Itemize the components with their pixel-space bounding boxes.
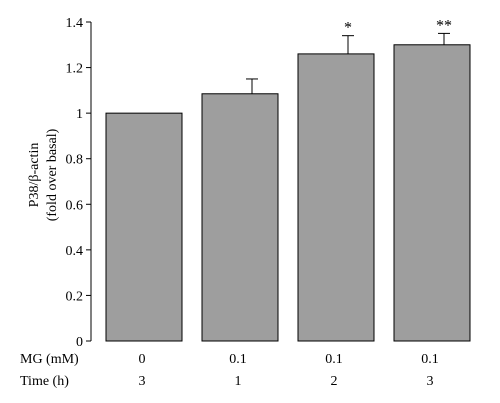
- condition-value-2-3: 2: [331, 374, 338, 389]
- condition-rows: MG (mM) 0 0.1 0.1 0.1 Time (h) 3 1 2 3: [20, 352, 439, 389]
- significance-marker-3: *: [344, 20, 352, 37]
- significance-markers: * **: [344, 17, 452, 36]
- condition-value-1-2: 0.1: [229, 352, 247, 367]
- y-tick-label-7: 1.4: [66, 16, 84, 31]
- condition-value-1-1: 0: [139, 352, 146, 367]
- bar-2: [201, 93, 279, 342]
- bar-3: [297, 53, 375, 342]
- y-tick-label-4: 0.8: [66, 153, 84, 168]
- condition-value-1-3: 0.1: [325, 352, 343, 367]
- y-tick-label-6: 1.2: [66, 62, 84, 77]
- y-tick-label-2: 0.4: [66, 244, 84, 259]
- y-axis: 0 0.2 0.4 0.6 0.8 1 1.2 1.4: [66, 16, 92, 350]
- condition-row-label-1: MG (mM): [20, 352, 79, 367]
- significance-marker-4: **: [436, 17, 452, 34]
- y-axis-title-line1: P38/β-actin: [27, 143, 42, 208]
- condition-value-1-4: 0.1: [421, 352, 439, 367]
- bar-4: [393, 44, 471, 342]
- bars-group: [105, 44, 471, 342]
- condition-value-2-2: 1: [235, 374, 242, 389]
- condition-value-2-4: 3: [427, 374, 434, 389]
- y-tick-label-3: 0.6: [66, 198, 84, 213]
- condition-row-label-2: Time (h): [20, 374, 69, 389]
- y-tick-label-5: 1: [76, 107, 83, 122]
- y-axis-title-line2: (fold over basal): [45, 128, 60, 221]
- y-tick-label-0: 0: [76, 335, 83, 350]
- condition-value-2-1: 3: [139, 374, 146, 389]
- y-tick-label-1: 0.2: [66, 289, 84, 304]
- error-bars-group: [246, 32, 450, 94]
- bar-1: [105, 112, 183, 342]
